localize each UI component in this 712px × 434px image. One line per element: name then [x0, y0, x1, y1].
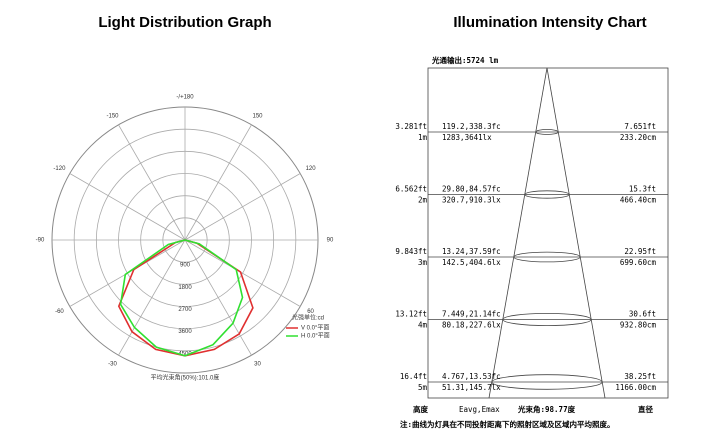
- grid-spoke: [118, 124, 186, 241]
- legend-label: H 0.0°平面: [301, 333, 330, 340]
- height-m: 2m: [418, 196, 428, 205]
- height-m: 3m: [418, 258, 428, 267]
- diameter-ft: 7.651ft: [624, 122, 656, 131]
- cone-edge: [488, 67, 548, 399]
- angle-tick-label: -60: [55, 309, 64, 315]
- illum-fc: 7.449,21.14fc: [442, 310, 501, 319]
- grid-spoke: [118, 239, 186, 356]
- illum-fc: 13.24,37.59fc: [442, 247, 501, 256]
- radial-tick-label: 900: [180, 263, 191, 269]
- angle-tick-label: -30: [108, 361, 117, 367]
- legend-title: 光强单位:cd: [292, 314, 324, 322]
- beam-spot: [535, 129, 559, 135]
- series-line: [117, 239, 254, 357]
- footer-label: 光束角:98.77度: [517, 404, 576, 414]
- height-ft: 6.562ft: [395, 185, 427, 194]
- footer-label: Eavg,Emax: [459, 405, 500, 414]
- illum-fc: 4.767,13.53fc: [442, 372, 501, 381]
- beam-spot: [502, 312, 592, 326]
- cone-edge: [546, 67, 606, 399]
- height-m: 1m: [418, 133, 428, 142]
- height-m: 5m: [418, 383, 428, 392]
- radial-tick-label: 4500: [178, 351, 192, 357]
- beam-spot: [513, 251, 581, 263]
- illum-lx: 51.31,145.7lx: [442, 383, 501, 392]
- diameter-cm: 233.20cm: [620, 133, 657, 142]
- annotation: 平均光束角(50%):101.0度: [151, 374, 220, 382]
- angle-tick-label: 60: [307, 309, 314, 315]
- legend-label: V 0.0°平面: [301, 325, 329, 332]
- radial-tick-label: 1800: [178, 285, 192, 291]
- angle-tick-label: 90: [327, 238, 334, 244]
- angle-tick-label: -/+180: [176, 95, 194, 101]
- illum-lx: 142.5,404.6lx: [442, 258, 501, 267]
- height-ft: 3.281ft: [395, 122, 427, 131]
- diameter-ft: 22.95ft: [624, 247, 656, 256]
- illum-lx: 80.18,227.6lx: [442, 321, 501, 330]
- height-ft: 16.4ft: [400, 372, 427, 381]
- grid-spoke: [69, 173, 186, 241]
- beam-spot: [524, 190, 570, 199]
- diameter-cm: 932.80cm: [620, 321, 657, 330]
- footer-label: 直径: [638, 404, 653, 414]
- angle-tick-label: -120: [53, 166, 66, 172]
- footer-label: 高度: [413, 404, 428, 414]
- beam-spot: [491, 374, 603, 390]
- illum-lx: 320.7,910.3lx: [442, 196, 501, 205]
- chart-title: Light Distribution Graph: [98, 14, 271, 31]
- grid-spoke: [184, 239, 301, 307]
- grid-spoke: [184, 173, 301, 241]
- angle-tick-label: 150: [252, 114, 263, 120]
- illum-fc: 119.2,338.3fc: [442, 122, 501, 131]
- height-ft: 9.843ft: [395, 247, 427, 256]
- header: 光通输出:5724 lm: [431, 55, 499, 65]
- grid-spoke: [184, 239, 252, 356]
- diameter-cm: 699.60cm: [620, 258, 657, 267]
- diameter-cm: 1166.00cm: [615, 383, 656, 392]
- angle-tick-label: -90: [36, 238, 45, 244]
- frame: [427, 67, 669, 399]
- angle-tick-label: 120: [306, 166, 317, 172]
- radial-tick-label: 3600: [178, 329, 192, 335]
- diameter-ft: 38.25ft: [624, 372, 656, 381]
- height-m: 4m: [418, 321, 428, 330]
- chart-title: Illumination Intensity Chart: [453, 14, 646, 31]
- grid-spoke: [184, 124, 252, 241]
- angle-tick-label: -150: [106, 114, 119, 120]
- illum-lx: 1283,3641lx: [442, 133, 492, 142]
- illum-fc: 29.80,84.57fc: [442, 185, 501, 194]
- note: 注:曲线为灯具在不同投射距离下的照射区域及区域内平均照度。: [400, 419, 615, 429]
- diameter-ft: 30.6ft: [629, 310, 656, 319]
- angle-tick-label: 30: [254, 361, 261, 367]
- radial-tick-label: 2700: [178, 307, 192, 313]
- diameter-cm: 466.40cm: [620, 196, 657, 205]
- diameter-ft: 15.3ft: [629, 185, 656, 194]
- series-line: [119, 239, 244, 357]
- height-ft: 13.12ft: [395, 310, 427, 319]
